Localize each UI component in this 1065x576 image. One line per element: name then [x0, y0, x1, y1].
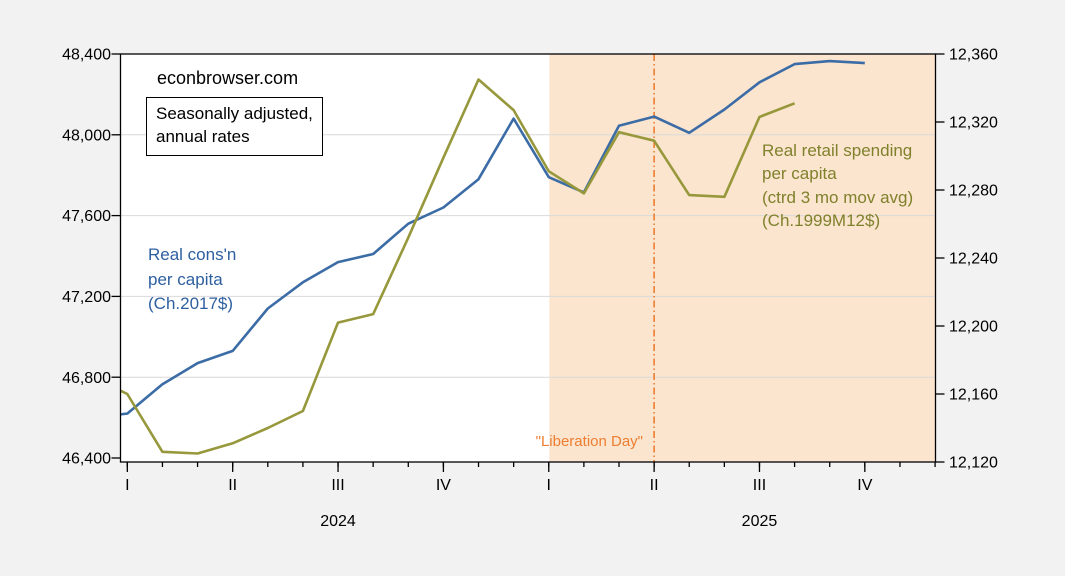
- left-axis-tick-label: 46,400: [62, 451, 111, 468]
- left-axis-tick-label: 47,200: [62, 289, 111, 306]
- quarter-tick-label: II: [228, 477, 237, 494]
- quarter-tick-label: I: [125, 477, 129, 494]
- retail-label-line2: per capita: [762, 164, 837, 184]
- note-box: Seasonally adjusted, annual rates: [146, 97, 323, 156]
- left-axis-tick-label: 47,600: [62, 208, 111, 225]
- right-axis-tick-label: 12,200: [949, 319, 998, 336]
- consumption-line-series: [120, 59, 865, 416]
- right-axis-tick-label: 12,160: [949, 387, 998, 404]
- quarter-tick-label: IV: [436, 477, 451, 494]
- year-label: 2024: [320, 513, 356, 530]
- quarter-tick-label: IV: [857, 477, 872, 494]
- shaded-2025-region: [549, 54, 936, 462]
- retail-label-line1: Real retail spending: [762, 141, 913, 160]
- quarter-tick-label: III: [753, 477, 766, 494]
- note-box-line2: annual rates: [156, 126, 250, 146]
- consumption-label-line3: (Ch.2017$): [148, 294, 234, 314]
- right-axis-tick-label: 12,240: [949, 251, 998, 268]
- quarter-tick-label: II: [650, 477, 659, 494]
- retail-line-series: [120, 78, 796, 455]
- retail-label-line3: (ctrd 3 mo mov avg): [762, 187, 914, 207]
- consumption-label-line1: Real cons'n: [148, 245, 237, 264]
- note-box-line1: Seasonally adjusted,: [156, 104, 313, 123]
- right-axis-tick-label: 12,360: [949, 47, 998, 64]
- retail-series-label: Real retail spending per capita (ctrd 3 …: [762, 139, 913, 233]
- quarter-tick-label: I: [547, 477, 551, 494]
- left-axis-tick-label: 48,000: [62, 127, 111, 144]
- consumption-label-line2: per capita: [148, 269, 223, 289]
- consumption-series-label: Real cons'n per capita (Ch.2017$): [148, 243, 236, 317]
- right-axis-tick-label: 12,280: [949, 183, 998, 200]
- year-label: 2025: [742, 513, 778, 530]
- quarter-tick-label: III: [331, 477, 344, 494]
- left-axis-tick-label: 46,800: [62, 370, 111, 387]
- watermark-text: econbrowser.com: [157, 68, 299, 88]
- left-axis-tick-label: 48,400: [62, 47, 111, 64]
- liberation-day-annotation: "Liberation Day": [535, 433, 643, 450]
- right-axis-tick-label: 12,120: [949, 455, 998, 472]
- right-axis-tick-label: 12,320: [949, 115, 998, 132]
- retail-label-line4: (Ch.1999M12$): [762, 211, 881, 231]
